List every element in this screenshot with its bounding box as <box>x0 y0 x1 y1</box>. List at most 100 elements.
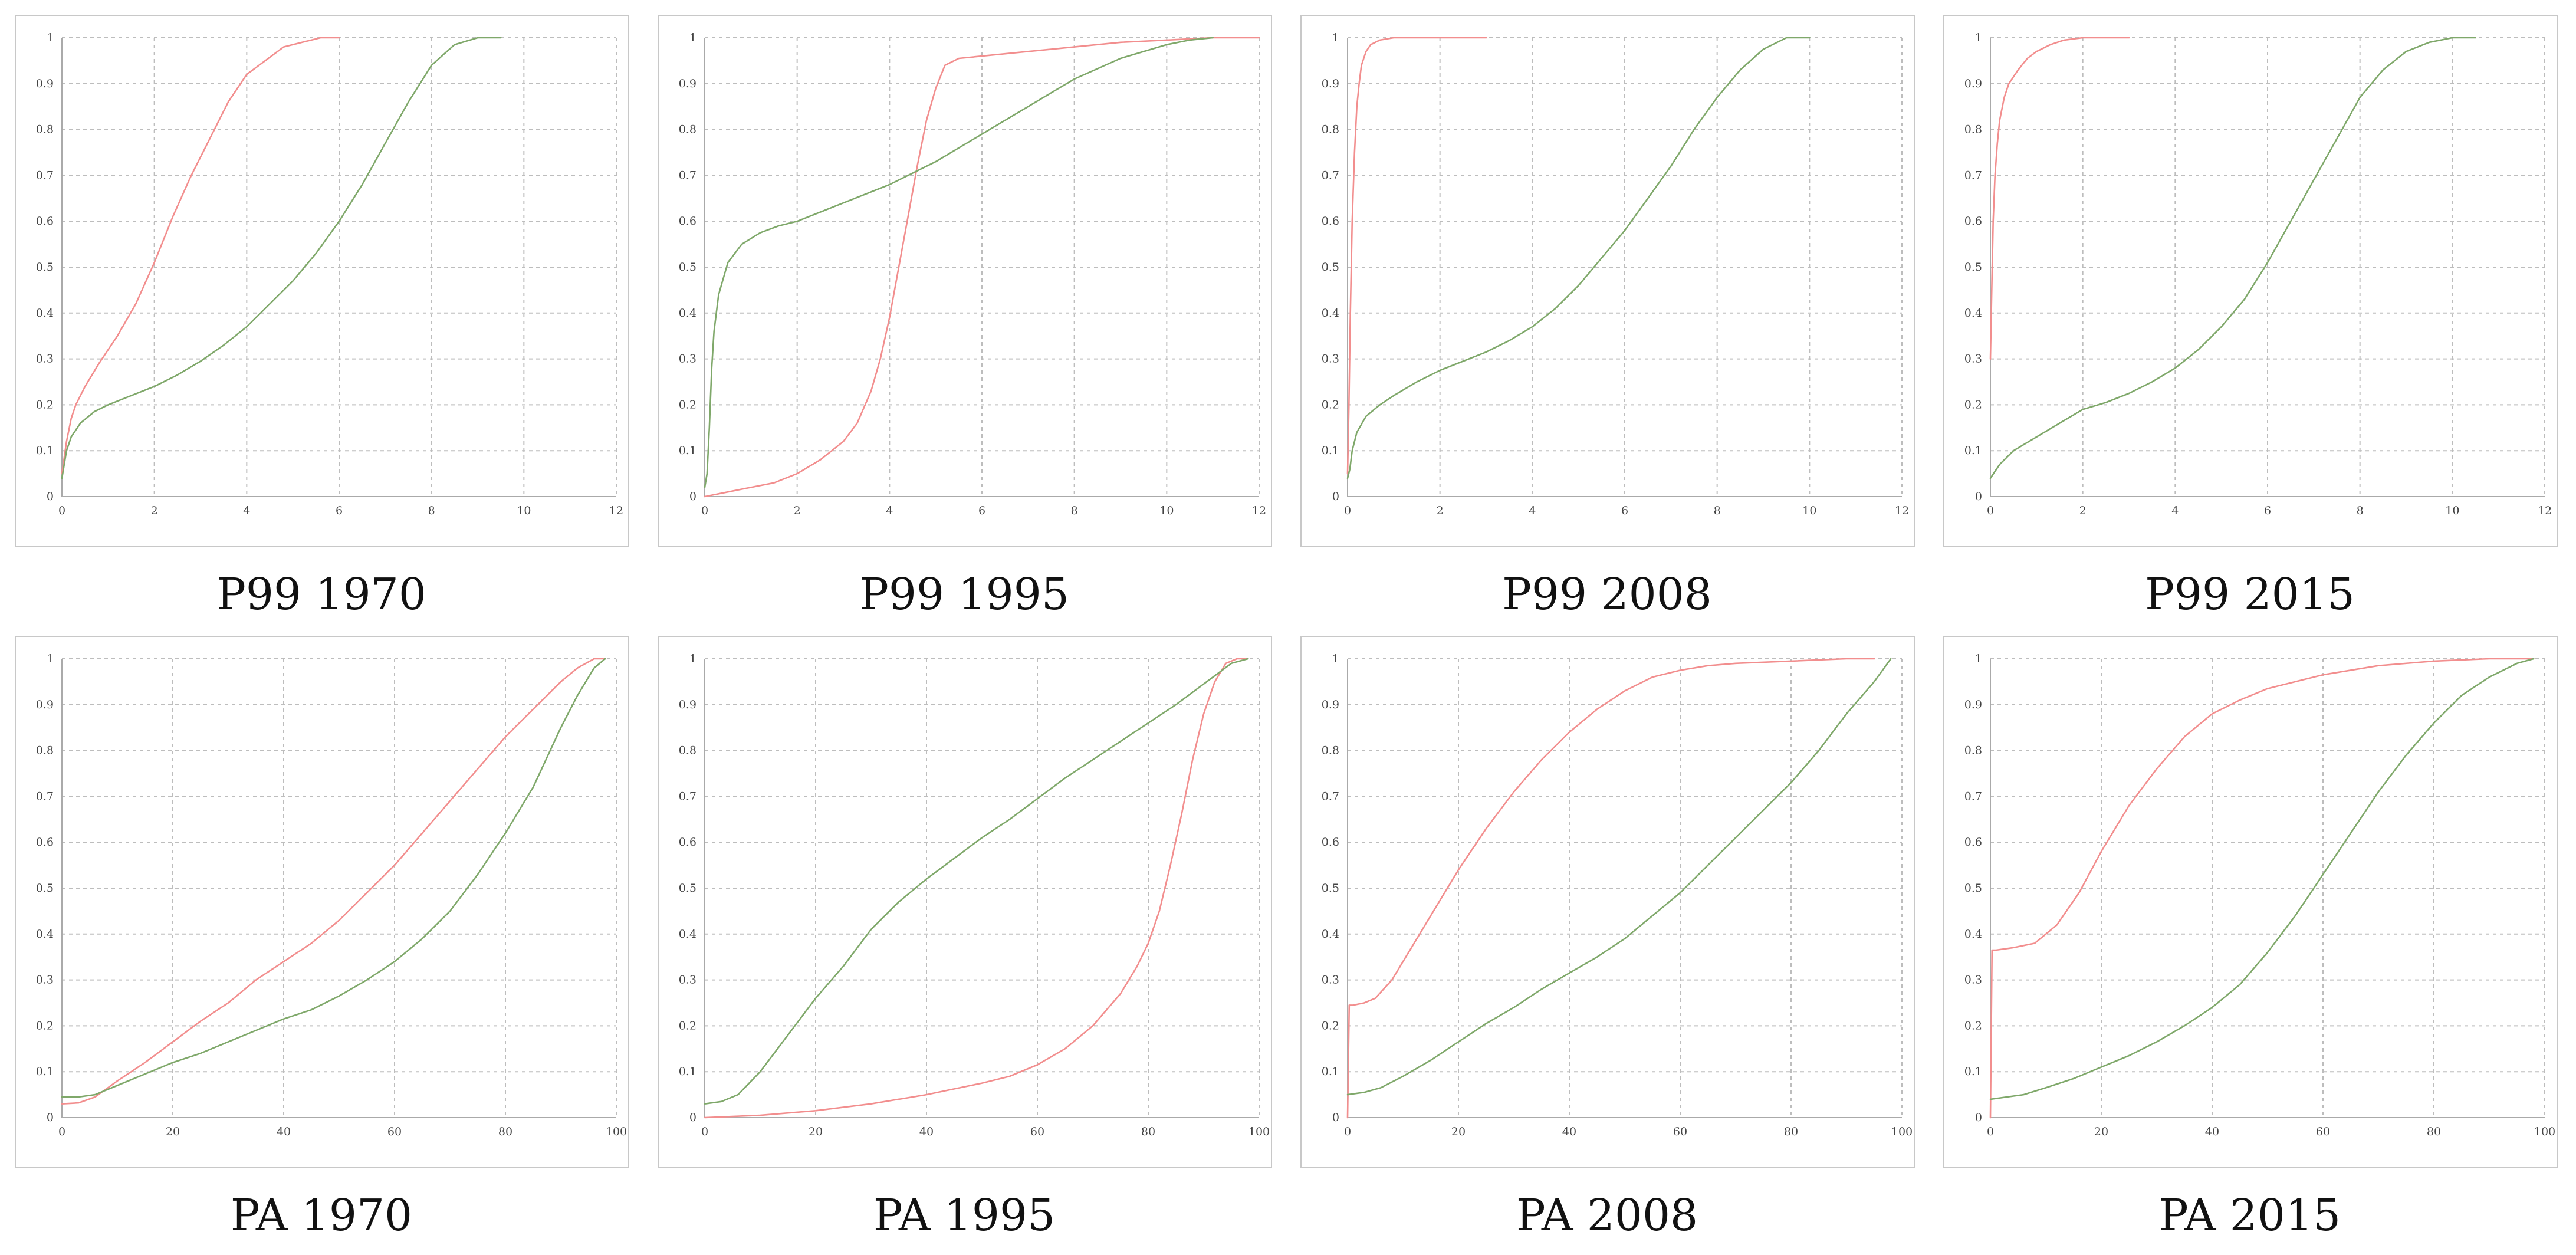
series-line-green <box>61 37 502 479</box>
y-tick-label: 0.1 <box>36 1065 54 1078</box>
series-line-green <box>61 658 606 1098</box>
y-tick-label: 0.7 <box>1964 169 1982 182</box>
chart-frame: 0 0.1 0.2 0.3 0.4 0.5 0.6 0.7 0.8 0.9 1 0 2 4 6 8 10 12 <box>658 15 1272 547</box>
y-tick-label: 0 <box>1975 490 1982 503</box>
x-tick-label: 80 <box>2427 1125 2441 1138</box>
chart-frame: 0 0.1 0.2 0.3 0.4 0.5 0.6 0.7 0.8 0.9 1 0 2 4 6 8 10 12 <box>15 15 629 547</box>
y-tick-label: 0.5 <box>1964 261 1982 274</box>
x-tick-label: 8 <box>2357 504 2364 517</box>
x-tick-label: 2 <box>794 504 801 517</box>
y-tick-label: 0 <box>689 1111 696 1124</box>
y-tick-label: 0.1 <box>36 444 54 457</box>
chart-panel-p99-2008: 0 0.1 0.2 0.3 0.4 0.5 0.6 0.7 0.8 0.9 1 0 2 4 6 8 10 12 P… <box>1300 15 1915 634</box>
y-tick-label: 0.5 <box>1964 882 1982 895</box>
y-tick-label: 0.1 <box>1964 444 1982 457</box>
y-tick-label: 1 <box>689 652 696 665</box>
series-line-green <box>1346 658 1892 1096</box>
y-tick-label: 0.7 <box>679 790 696 803</box>
y-tick-label: 0.5 <box>1322 882 1339 895</box>
y-tick-label: 0.6 <box>679 836 696 849</box>
chart-caption: PA 2015 <box>2158 1190 2341 1241</box>
y-tick-label: 0.4 <box>36 928 54 941</box>
x-tick-label: 10 <box>2445 504 2459 517</box>
cdf-chart-pa-2015: 0 0.1 0.2 0.3 0.4 0.5 0.6 0.7 0.8 0.9 1 0 20 40 60 80 10… <box>1964 652 2555 1138</box>
x-tick-label: 12 <box>609 504 623 517</box>
x-tick-label: 12 <box>1252 504 1266 517</box>
x-tick-label: 100 <box>606 1125 627 1138</box>
y-tick-label: 0.4 <box>1322 307 1339 320</box>
y-tick-label: 0.4 <box>679 928 696 941</box>
x-tick-label: 60 <box>2316 1125 2330 1138</box>
x-tick-label: 0 <box>1987 1125 1994 1138</box>
y-tick-label: 0 <box>1332 490 1339 503</box>
chart-panel-pa-2008: 0 0.1 0.2 0.3 0.4 0.5 0.6 0.7 0.8 0.9 1 0 20 40 60 80 10… <box>1300 636 1915 1255</box>
x-tick-label: 100 <box>1248 1125 1270 1138</box>
x-tick-label: 8 <box>1714 504 1721 517</box>
x-tick-label: 12 <box>2538 504 2552 517</box>
cdf-chart-p99-1995: 00.10.20.30.40.50.60.70.80.910 2 4 6 8 10 12 <box>679 31 1266 517</box>
series-line-red <box>1346 658 1875 1119</box>
x-tick-label: 8 <box>428 504 435 517</box>
y-tick-label: 0.2 <box>679 398 696 411</box>
x-tick-label: 40 <box>1562 1125 1576 1138</box>
x-tick-label: 40 <box>2205 1125 2219 1138</box>
y-tick-label: 1 <box>1332 652 1339 665</box>
y-tick-label: 1 <box>689 31 696 44</box>
y-tick-label: 0.4 <box>1322 928 1339 941</box>
y-tick-label: 0.2 <box>679 1019 696 1032</box>
y-tick-label: 0.5 <box>36 882 54 895</box>
y-tick-label: 1 <box>1975 31 1982 44</box>
y-tick-label: 0.4 <box>679 307 696 320</box>
x-tick-label: 4 <box>2171 504 2179 517</box>
series-line-red <box>1989 658 2535 1119</box>
x-tick-label: 4 <box>243 504 250 517</box>
y-tick-label: 0.2 <box>36 398 54 411</box>
y-tick-label: 0.7 <box>1322 790 1339 803</box>
x-tick-label: 40 <box>919 1125 934 1138</box>
chart-panel-pa-1995: 0 0.1 0.2 0.3 0.4 0.5 0.6 0.7 0.8 0.9 1 0 20 40 60 80 10… <box>658 636 1272 1255</box>
x-tick-label: 6 <box>1621 504 1628 517</box>
y-tick-label: 0.2 <box>1964 398 1982 411</box>
chart-frame: 0 0.1 0.2 0.3 0.4 0.5 0.6 0.7 0.8 0.9 1 0 20 40 60 80 10… <box>1943 636 2558 1168</box>
chart-caption: P99 1970 <box>216 569 426 620</box>
y-tick-label: 0.6 <box>36 836 54 849</box>
x-tick-label: 80 <box>498 1125 512 1138</box>
y-tick-label: 0.2 <box>1964 1019 1982 1032</box>
y-tick-label: 0.7 <box>36 169 54 182</box>
x-tick-label: 100 <box>1891 1125 1913 1138</box>
series-line-green <box>1989 37 2476 479</box>
cdf-chart-pa-1970: 0 0.1 0.2 0.3 0.4 0.5 0.6 0.7 0.8 0.9 1 0 20 40 60 80 10… <box>36 652 627 1138</box>
y-tick-label: 0.9 <box>1964 77 1982 90</box>
y-tick-label: 0.1 <box>1322 1065 1339 1078</box>
x-tick-label: 6 <box>336 504 343 517</box>
chart-caption: PA 1970 <box>230 1190 413 1241</box>
x-tick-label: 10 <box>1802 504 1816 517</box>
y-tick-label: 0.8 <box>1964 744 1982 757</box>
y-tick-label: 0.5 <box>679 882 696 895</box>
y-tick-label: 0.8 <box>1964 123 1982 136</box>
y-tick-label: 0.3 <box>1322 974 1339 987</box>
y-tick-label: 0 <box>689 490 696 503</box>
y-tick-label: 0.3 <box>36 974 54 987</box>
x-tick-label: 10 <box>517 504 531 517</box>
x-tick-label: 0 <box>58 504 65 517</box>
series-line-red <box>1346 37 1487 475</box>
y-tick-label: 0.6 <box>1322 215 1339 228</box>
y-tick-label: 0.9 <box>1322 698 1339 711</box>
y-tick-label: 0.9 <box>36 698 54 711</box>
y-tick-label: 1 <box>1332 31 1339 44</box>
y-tick-label: 0.1 <box>679 1065 696 1078</box>
x-tick-label: 4 <box>886 504 893 517</box>
cdf-chart-p99-1970: 00.10.20.30.40.50.60.70.80.910 2 4 6 8 10 12 <box>36 31 623 517</box>
cdf-chart-p99-2008: 00.10.20.30.40.50.60.70.80.910 2 4 6 8 10 12 <box>1322 31 1909 517</box>
y-tick-label: 1 <box>47 652 54 665</box>
y-tick-label: 0.8 <box>679 123 696 136</box>
x-tick-label: 60 <box>387 1125 402 1138</box>
y-tick-label: 0.1 <box>1964 1065 1982 1078</box>
series-line-red <box>1989 37 2130 360</box>
y-tick-label: 0.8 <box>1322 744 1339 757</box>
y-tick-label: 0.8 <box>679 744 696 757</box>
x-tick-label: 60 <box>1673 1125 1687 1138</box>
y-tick-label: 0.5 <box>36 261 54 274</box>
x-tick-label: 80 <box>1141 1125 1155 1138</box>
